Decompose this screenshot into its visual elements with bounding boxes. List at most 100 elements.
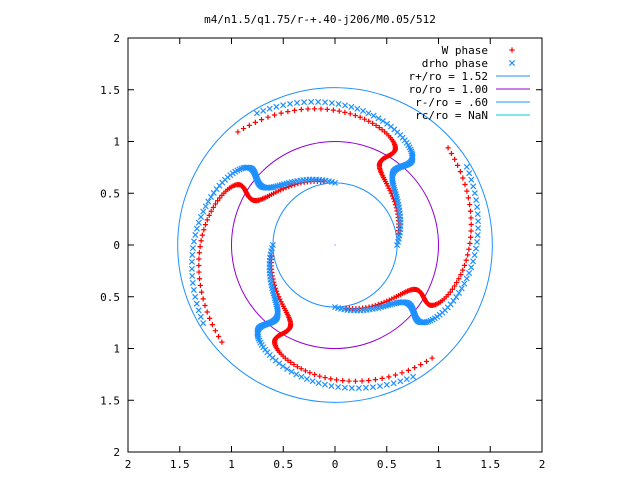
data-point [468, 215, 474, 221]
data-point [321, 381, 328, 388]
data-point [280, 102, 287, 109]
data-point [365, 110, 372, 117]
data-point [197, 213, 204, 220]
x-tick-label: 0 [332, 458, 339, 471]
data-point [390, 380, 397, 387]
data-point [305, 106, 311, 112]
data-point [458, 272, 464, 278]
data-point [273, 288, 280, 294]
data-point [455, 162, 461, 168]
data-point [467, 208, 474, 214]
data-point [192, 231, 199, 238]
data-point [285, 357, 291, 363]
data-point [467, 240, 473, 246]
data-point [453, 294, 460, 301]
x-tick-label: 0.5 [273, 458, 293, 471]
data-point [286, 183, 292, 190]
data-point [340, 378, 346, 384]
data-point [347, 111, 353, 117]
data-point [423, 318, 430, 326]
data-point [196, 262, 202, 269]
legend-label: ro/ro = 1.00 [409, 83, 488, 96]
data-point [449, 286, 456, 292]
data-point [246, 122, 252, 128]
data-point [202, 222, 209, 228]
reference-circle [177, 87, 493, 403]
data-point [279, 363, 286, 370]
data-point [466, 246, 472, 252]
data-point [328, 376, 334, 382]
data-point [474, 204, 481, 211]
data-point [474, 232, 481, 239]
data-point [200, 320, 207, 327]
data-point [240, 125, 247, 132]
data-point [362, 116, 368, 122]
data-point [457, 168, 463, 175]
data-point [342, 109, 348, 115]
data-point [202, 302, 208, 309]
data-point [463, 275, 470, 282]
data-point [189, 272, 196, 279]
data-point [205, 198, 212, 205]
data-point [352, 378, 359, 384]
data-point [460, 267, 466, 273]
data-point [309, 378, 316, 385]
data-point [215, 333, 222, 340]
data-point [278, 110, 284, 116]
data-point [328, 382, 335, 390]
data-point [240, 164, 247, 172]
x-tick-label: 2 [125, 458, 132, 471]
data-point [450, 297, 457, 304]
data-point [214, 198, 221, 204]
data-point [471, 252, 478, 259]
data-point [208, 208, 214, 214]
data-point [328, 99, 335, 107]
data-point [308, 98, 315, 105]
data-point [196, 250, 202, 256]
data-point [212, 328, 218, 334]
data-point [288, 368, 295, 375]
data-point [352, 112, 358, 119]
data-point [405, 367, 412, 373]
x-tick-label: 1 [228, 458, 235, 471]
y-tick-label: 1 [113, 343, 120, 356]
data-point [460, 175, 466, 181]
data-point [207, 194, 215, 201]
data-point [200, 296, 206, 302]
data-point [301, 99, 308, 106]
data-point [201, 227, 207, 233]
data-point [192, 293, 199, 300]
data-point [458, 285, 465, 292]
data-point [366, 377, 372, 384]
data-point [464, 188, 470, 194]
data-point [265, 114, 271, 120]
data-point [423, 358, 430, 365]
data-point [341, 384, 348, 391]
data-point [359, 378, 365, 384]
data-point [468, 228, 474, 234]
data-point [315, 380, 322, 387]
data-point [461, 262, 468, 268]
data-point [373, 122, 379, 129]
data-point [322, 99, 329, 106]
data-point [252, 119, 258, 125]
data-point [473, 197, 480, 204]
data-point [330, 107, 336, 113]
data-point [197, 282, 203, 289]
data-point [375, 115, 382, 122]
data-point [197, 244, 203, 250]
data-point [193, 300, 200, 307]
data-point [241, 164, 248, 171]
data-point [467, 201, 473, 208]
x-tick-label: 2 [539, 458, 546, 471]
data-point [474, 211, 481, 218]
y-tick-label: 1.5 [100, 84, 120, 97]
data-point [317, 373, 323, 379]
data-point [271, 112, 278, 118]
y-tick-label: 2 [113, 446, 120, 459]
data-point [336, 108, 342, 114]
data-point [470, 183, 477, 190]
data-point [196, 256, 202, 262]
y-tick-label: 0.5 [100, 291, 120, 304]
